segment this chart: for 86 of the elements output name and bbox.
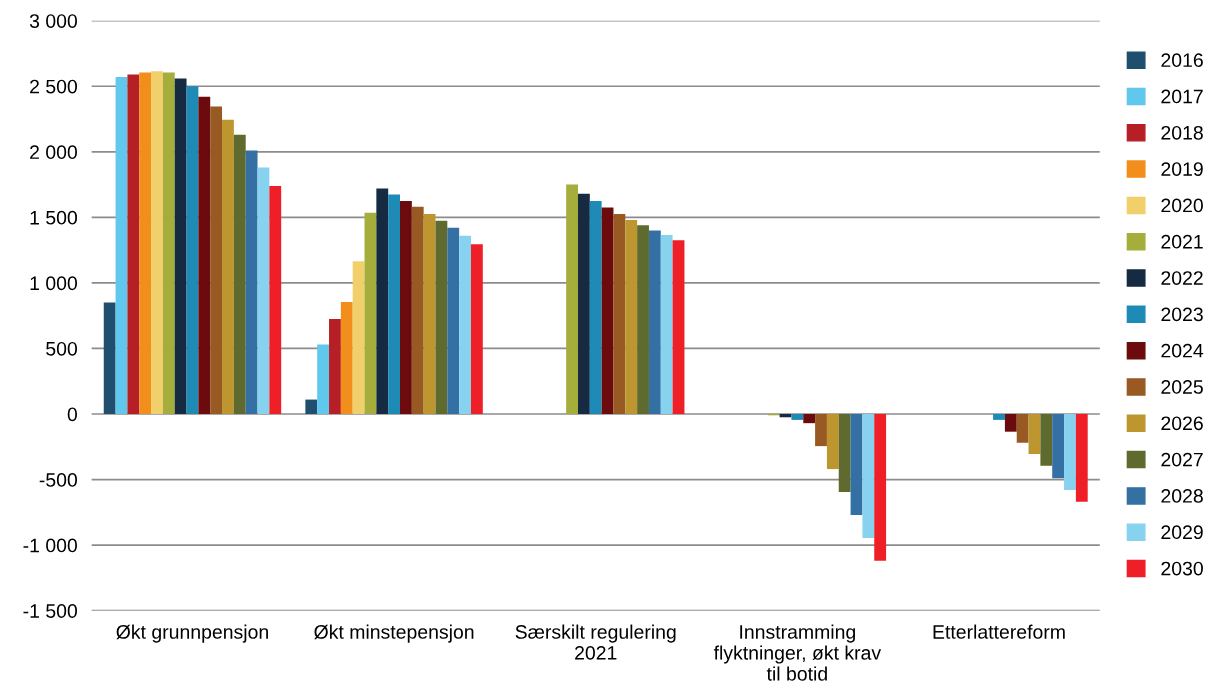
bar: [257, 167, 270, 414]
bar: [648, 230, 661, 414]
legend-label: 2025: [1161, 380, 1203, 394]
bar: [139, 72, 152, 414]
bar: [233, 134, 246, 414]
bar: [613, 214, 626, 414]
bar: [423, 214, 436, 414]
legend-label: 2030: [1161, 561, 1203, 576]
bar: [435, 220, 448, 414]
bar: [186, 86, 199, 414]
bar: [352, 261, 365, 414]
x-tick-label: Etterlattereform: [933, 624, 1065, 639]
x-tick-label: Innstramming flyktninger, økt krav til botid: [713, 624, 882, 681]
bar: [222, 119, 234, 414]
y-tick-label: -500: [39, 473, 77, 487]
bar: [210, 106, 223, 414]
legend-label: 2018: [1161, 125, 1203, 140]
y-tick-label: 500: [46, 341, 77, 356]
bar: [1016, 414, 1029, 443]
y-tick-label: 2 000: [30, 145, 78, 160]
bar: [1075, 414, 1088, 502]
bar: [411, 206, 424, 414]
x-tick-label: Økt grunnpensjon: [116, 624, 268, 643]
bar: [364, 212, 377, 414]
bar: [826, 414, 839, 470]
y-tick-label: 3 000: [29, 14, 78, 28]
y-tick-label: 2 500: [30, 79, 78, 94]
legend-label: 2022: [1161, 271, 1203, 285]
legend-label: 2021: [1161, 234, 1203, 249]
y-tick-label: 1 500: [30, 210, 78, 225]
bar: [329, 318, 341, 414]
y-tick-label: -1 500: [23, 604, 78, 618]
legend-label: 2016: [1161, 53, 1203, 68]
bar: [791, 414, 804, 420]
bar: [459, 235, 471, 414]
bar: [198, 96, 211, 414]
legend-label: 2020: [1161, 198, 1203, 213]
bar: [874, 414, 887, 561]
y-tick-label: -1 000: [23, 538, 78, 553]
bar: [803, 414, 816, 424]
bar: [862, 414, 875, 538]
bar: [340, 301, 353, 414]
x-tick-label: Særskilt regulering 2021: [515, 624, 676, 660]
bar: [447, 227, 460, 414]
bar: [1052, 414, 1065, 479]
x-tick-label: Økt minstepensjon: [314, 624, 474, 643]
legend-label: 2026: [1161, 416, 1203, 431]
legend-label: 2017: [1161, 89, 1203, 104]
bar: [672, 240, 685, 414]
legend-label: 2024: [1161, 343, 1204, 358]
bar: [660, 235, 673, 414]
bar: [577, 193, 590, 414]
bar: [838, 414, 851, 492]
bar: [850, 414, 863, 515]
bar: [245, 150, 258, 414]
bar: [269, 185, 282, 414]
legend-label: 2023: [1161, 307, 1203, 322]
bar: [1028, 414, 1041, 454]
bar: [1064, 414, 1076, 491]
bar: [376, 188, 389, 414]
bar: [400, 200, 412, 414]
bar: [566, 184, 578, 414]
bar: [127, 74, 140, 414]
y-tick-label: 1 000: [30, 276, 78, 291]
bar: [305, 399, 318, 414]
bar: [470, 244, 483, 414]
bar: [601, 207, 614, 414]
bar: [151, 71, 163, 414]
bar: [589, 200, 602, 414]
bar: [637, 225, 649, 414]
bar: [174, 78, 187, 414]
bar: [625, 219, 638, 414]
bar: [993, 414, 1005, 420]
bar: [115, 77, 128, 414]
legend-label: 2028: [1161, 489, 1203, 503]
bar: [388, 194, 401, 414]
y-tick-label: 0: [67, 407, 77, 422]
legend-label: 2027: [1161, 452, 1203, 467]
bar: [103, 302, 116, 414]
bar: [815, 414, 827, 447]
legend-label: 2029: [1161, 525, 1203, 540]
bar: [1004, 414, 1017, 432]
bar: [317, 344, 330, 414]
bar: [1040, 414, 1053, 466]
legend-label: 2019: [1161, 162, 1203, 176]
bar: [162, 72, 175, 414]
